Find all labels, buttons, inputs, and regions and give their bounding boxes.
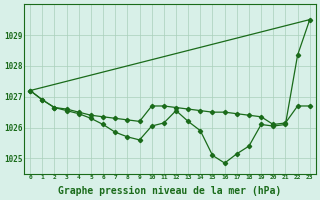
X-axis label: Graphe pression niveau de la mer (hPa): Graphe pression niveau de la mer (hPa) bbox=[58, 186, 282, 196]
